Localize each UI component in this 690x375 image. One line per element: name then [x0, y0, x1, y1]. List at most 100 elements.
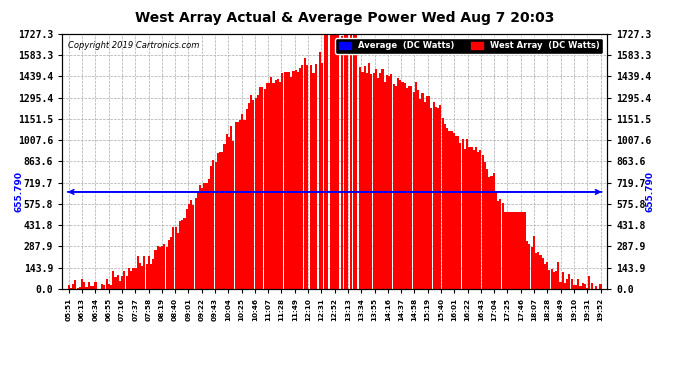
- Bar: [288, 72, 290, 289]
- Bar: [509, 212, 511, 289]
- Bar: [580, 286, 582, 289]
- Bar: [500, 200, 502, 289]
- Bar: [344, 27, 346, 289]
- Bar: [213, 160, 215, 289]
- Bar: [92, 286, 95, 289]
- Bar: [181, 220, 184, 289]
- Bar: [279, 82, 282, 289]
- Bar: [493, 173, 495, 289]
- Bar: [72, 284, 75, 289]
- Bar: [404, 82, 406, 289]
- Bar: [422, 93, 424, 289]
- Bar: [226, 134, 228, 289]
- Bar: [250, 94, 253, 289]
- Bar: [342, 36, 344, 289]
- Bar: [104, 285, 106, 289]
- Bar: [335, 20, 337, 289]
- Text: Copyright 2019 Cartronics.com: Copyright 2019 Cartronics.com: [68, 41, 199, 50]
- Bar: [542, 258, 544, 289]
- Bar: [428, 96, 431, 289]
- Bar: [453, 133, 455, 289]
- Bar: [306, 65, 308, 289]
- Bar: [437, 108, 439, 289]
- Bar: [395, 86, 397, 289]
- Bar: [511, 212, 513, 289]
- Bar: [535, 252, 537, 289]
- Bar: [266, 82, 268, 289]
- Bar: [204, 183, 206, 289]
- Bar: [210, 166, 213, 289]
- Bar: [426, 96, 428, 289]
- Bar: [549, 270, 551, 289]
- Bar: [462, 139, 464, 289]
- Bar: [199, 185, 201, 289]
- Bar: [533, 236, 535, 289]
- Bar: [124, 272, 126, 289]
- Bar: [230, 126, 233, 289]
- Bar: [522, 212, 524, 289]
- Bar: [215, 162, 217, 289]
- Bar: [255, 98, 257, 289]
- Bar: [400, 80, 402, 289]
- Bar: [473, 150, 475, 289]
- Bar: [137, 256, 139, 289]
- Bar: [373, 73, 375, 289]
- Bar: [364, 66, 366, 289]
- Bar: [469, 147, 471, 289]
- Text: West Array Actual & Average Power Wed Aug 7 20:03: West Array Actual & Average Power Wed Au…: [135, 11, 555, 25]
- Bar: [277, 79, 279, 289]
- Bar: [584, 285, 586, 289]
- Bar: [175, 228, 177, 289]
- Bar: [524, 212, 526, 289]
- Bar: [86, 287, 88, 289]
- Bar: [391, 74, 393, 289]
- Bar: [68, 285, 70, 289]
- Bar: [246, 109, 248, 289]
- Bar: [257, 95, 259, 289]
- Bar: [195, 198, 197, 289]
- Bar: [264, 89, 266, 289]
- Bar: [284, 72, 286, 289]
- Bar: [239, 120, 241, 289]
- Bar: [177, 233, 179, 289]
- Bar: [268, 82, 270, 289]
- Bar: [161, 246, 164, 289]
- Bar: [179, 220, 181, 289]
- Bar: [224, 144, 226, 289]
- Bar: [262, 87, 264, 289]
- Bar: [435, 107, 437, 289]
- Bar: [506, 212, 508, 289]
- Bar: [313, 73, 315, 289]
- Bar: [206, 183, 208, 289]
- Bar: [586, 288, 589, 289]
- Bar: [475, 147, 477, 289]
- Bar: [495, 191, 497, 289]
- Bar: [571, 279, 573, 289]
- Bar: [184, 218, 186, 289]
- Bar: [529, 244, 531, 289]
- Bar: [108, 284, 110, 289]
- Bar: [333, 22, 335, 289]
- Bar: [371, 74, 373, 289]
- Bar: [562, 272, 564, 289]
- Bar: [486, 170, 488, 289]
- Bar: [326, 28, 328, 289]
- Bar: [546, 262, 548, 289]
- Bar: [295, 70, 297, 289]
- Bar: [190, 200, 193, 289]
- Bar: [115, 278, 117, 289]
- Bar: [148, 256, 150, 289]
- Bar: [551, 269, 553, 289]
- Bar: [504, 212, 506, 289]
- Bar: [155, 250, 157, 289]
- Text: 655.790: 655.790: [645, 171, 654, 212]
- Bar: [397, 78, 399, 289]
- Bar: [540, 255, 542, 289]
- Bar: [286, 72, 288, 289]
- Bar: [382, 69, 384, 289]
- Bar: [497, 201, 500, 289]
- Bar: [128, 268, 130, 289]
- Bar: [146, 264, 148, 289]
- Bar: [480, 150, 482, 289]
- Bar: [455, 136, 457, 289]
